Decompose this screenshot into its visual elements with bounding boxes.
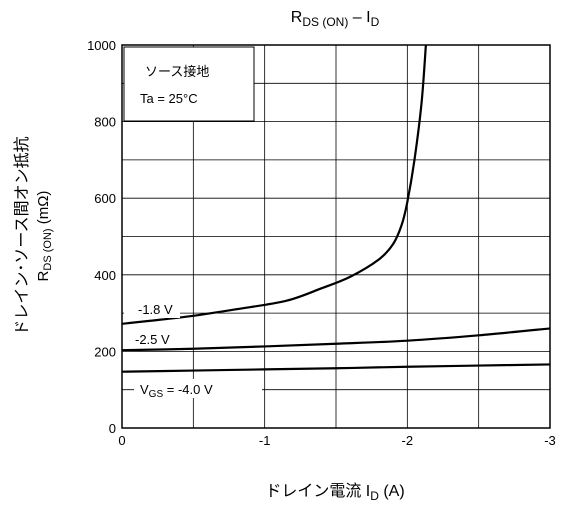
svg-text:-2.5 V: -2.5 V [135,332,170,347]
x-tick-label: -2 [402,433,414,448]
x-tick-label: -1 [259,433,271,448]
chart-title: RDS (ON) – ID [291,9,380,29]
condition-temperature: Ta = 25°C [140,91,198,106]
y-tick-label: 1000 [87,38,116,53]
y-tick-label: 600 [94,191,116,206]
y-tick-label: 400 [94,268,116,283]
svg-text:VGS = -4.0 V: VGS = -4.0 V [140,382,213,400]
y-tick-label: 800 [94,115,116,130]
plot-area [121,44,551,429]
x-tick-label: -3 [544,433,556,448]
svg-text:-1.8 V: -1.8 V [138,302,173,317]
y-axis-label-jp: ドレイン･ソース間オン抵抗 [13,136,31,335]
y-axis-label: ドレイン･ソース間オン抵抗 RDS (ON) (mΩ) [13,136,54,335]
label-vgs-2-5: -2.5 V [124,331,180,348]
label-vgs-1-8: -1.8 V [124,301,180,318]
axis-ticks: 0 200 400 600 800 1000 0 -1 -2 -3 [87,38,556,448]
series-group [121,44,551,373]
x-tick-label: 0 [118,433,125,448]
series-line-0 [121,44,427,325]
y-axis-label-symbol: RDS (ON) (mΩ) [35,191,54,282]
y-tick-label: 200 [94,344,116,359]
series-line-2 [121,363,551,373]
x-axis-label: ドレイン電流 ID (A) [265,482,404,503]
condition-grounding: ソース接地 [145,64,209,79]
y-tick-label: 0 [109,421,116,436]
conditions-box: ソース接地 Ta = 25°C [123,46,255,122]
label-vgs-4-0: VGS = -4.0 V [134,379,262,400]
series-line-1 [121,327,551,352]
